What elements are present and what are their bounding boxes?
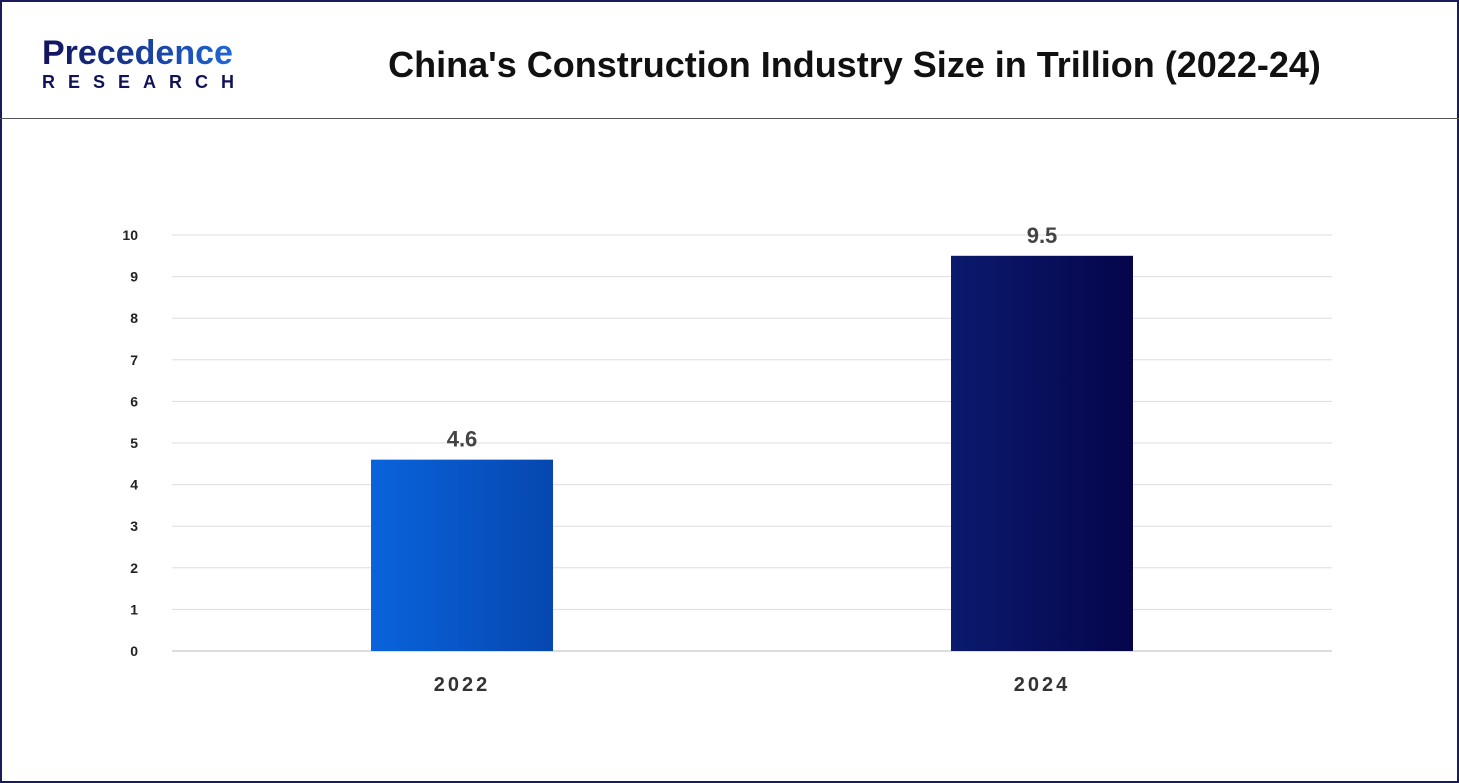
data-label: 9.5 <box>1027 223 1058 248</box>
y-tick-label: 10 <box>122 227 138 243</box>
chart-title: China's Construction Industry Size in Tr… <box>388 44 1321 85</box>
logo-text: Precedence <box>42 36 247 70</box>
y-tick-label: 7 <box>130 352 138 368</box>
data-label: 4.6 <box>447 427 478 452</box>
y-tick-label: 4 <box>130 477 138 493</box>
header: Precedence RESEARCH China's Construction… <box>0 0 1459 119</box>
y-tick-label: 3 <box>130 518 138 534</box>
bar-2022 <box>371 459 553 651</box>
y-tick-label: 2 <box>130 560 138 576</box>
y-tick-label: 0 <box>130 643 138 659</box>
y-tick-label: 9 <box>130 269 138 285</box>
logo-subtext: RESEARCH <box>42 72 248 92</box>
x-tick-label: 2024 <box>1014 674 1071 696</box>
y-tick-label: 6 <box>130 393 138 409</box>
bar-2024 <box>951 255 1133 652</box>
logo: Precedence RESEARCH <box>42 36 247 93</box>
y-tick-label: 5 <box>130 435 138 451</box>
y-tick-label: 1 <box>130 601 138 617</box>
x-tick-label: 2022 <box>434 674 491 696</box>
y-tick-label: 8 <box>130 310 138 326</box>
